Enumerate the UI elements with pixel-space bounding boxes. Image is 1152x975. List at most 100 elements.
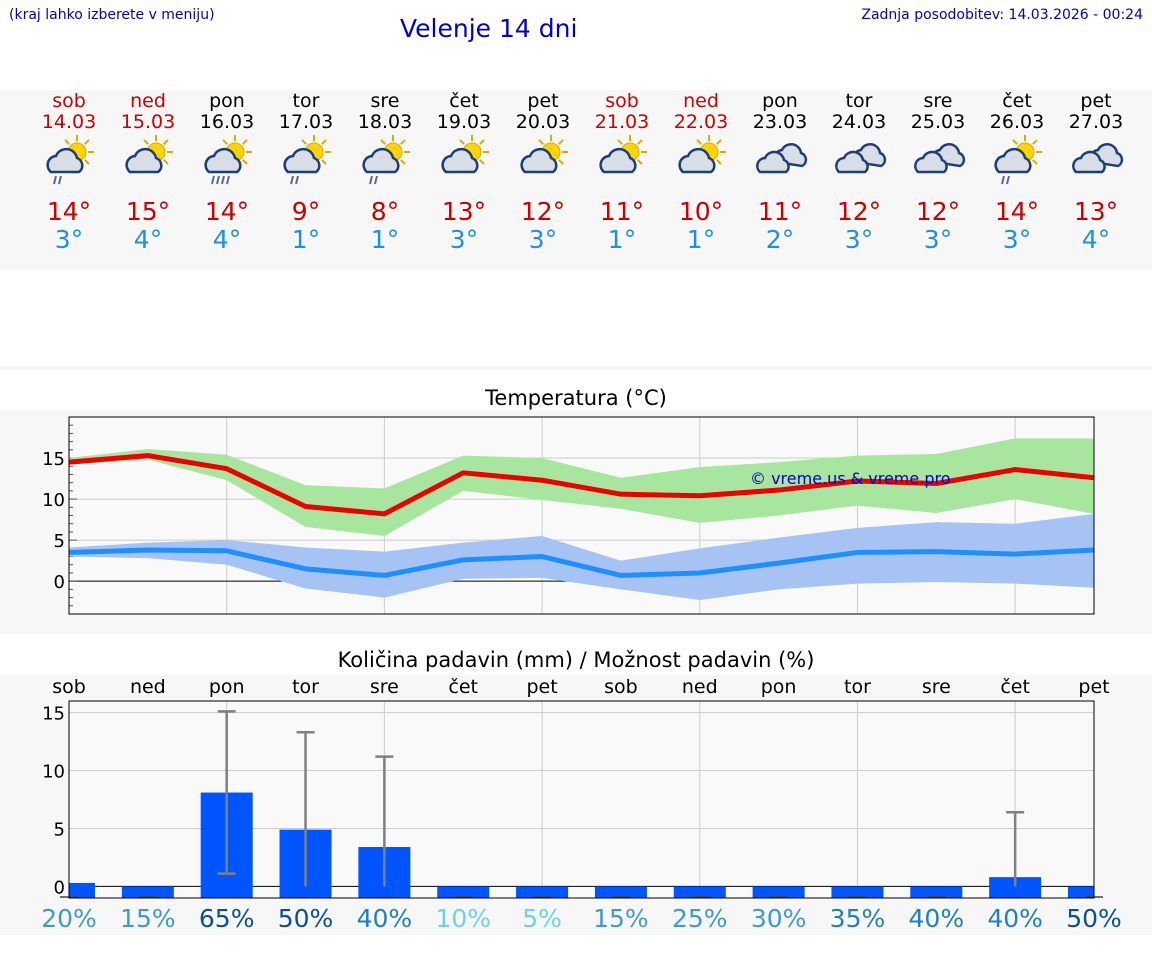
precipitation-bar [516,886,569,898]
sun-cloud-rain-icon [280,135,334,192]
precipitation-chance-label: 40% [357,904,413,933]
max-temperature: 12° [836,197,882,226]
max-temperature: 14° [994,197,1040,226]
min-temperature: 3° [528,225,558,254]
day-name: pon [209,90,245,112]
precipitation-chance-label: 50% [278,904,334,933]
last-updated: Zadnja posodobitev: 14.03.2026 - 00:24 [861,7,1143,23]
precipitation-chance-label: 50% [1066,904,1122,933]
watermark-text: © vreme.us & vreme.pro [750,469,951,488]
precipitation-category-label: sob [604,676,638,698]
day-name: sob [605,90,639,112]
min-temperature: 4° [133,225,163,254]
precipitation-bar [594,886,647,898]
precipitation-bar [673,886,726,898]
temperature-ytick-label: 15 [42,449,65,470]
precipitation-category-label: čet [1000,676,1030,698]
day-date: 18.03 [357,111,413,133]
min-temperature: 3° [844,225,874,254]
day-name: pon [762,90,798,112]
max-temperature: 14° [204,197,250,226]
max-temperature: 14° [46,197,92,226]
precipitation-category-label: sre [922,676,951,698]
day-name: ned [130,90,166,112]
precipitation-ytick-label: 15 [42,704,65,725]
precipitation-bar [69,882,95,898]
min-temperature: 1° [291,225,321,254]
sun-cloud-heavy-rain-icon [201,135,255,192]
day-name: pet [527,90,559,112]
min-temperature: 3° [54,225,84,254]
sun-cloud-icon [517,135,571,192]
precipitation-chart-title: Količina padavin (mm) / Možnost padavin … [337,648,815,672]
rain-part [290,175,299,185]
precipitation-bar [910,886,963,898]
precipitation-bar [1068,886,1094,898]
day-name: sre [370,90,400,112]
min-temperature: 2° [765,225,795,254]
precipitation-category-label: pet [1078,676,1109,698]
rain-part [211,175,230,185]
precipitation-bar [752,886,805,898]
daily-forecast-strip: sob 14.03 14° 3° ned 15.03 15° 4° pon 16.0… [0,90,1152,270]
precipitation-category-label: pon [209,676,245,698]
cloud-icon [1070,138,1124,192]
max-temperature: 15° [125,197,171,226]
precipitation-chance-label: 10% [435,904,491,933]
cloud-icon [912,138,966,192]
precipitation-ytick-label: 5 [54,819,65,840]
max-temperature: 13° [1073,197,1119,226]
day-date: 23.03 [752,111,808,133]
precipitation-category-label: tor [292,676,319,698]
precipitation-chance-label: 35% [830,904,886,933]
precipitation-category-label: čet [448,676,478,698]
day-date: 17.03 [278,111,334,133]
min-temperature: 3° [449,225,479,254]
temperature-ytick-label: 5 [54,531,65,552]
sun-cloud-rain-icon [43,135,97,192]
precipitation-bar [831,886,884,898]
rain-part [53,175,62,185]
day-name: čet [1002,90,1032,112]
precipitation-ytick-label: 0 [54,877,65,898]
day-name: čet [449,90,479,112]
sun-cloud-rain-icon [991,135,1045,192]
day-date: 19.03 [436,111,492,133]
min-temperature: 4° [212,225,242,254]
precipitation-bar [437,886,490,898]
max-temperature: 13° [441,197,487,226]
day-date: 25.03 [910,111,966,133]
cloud-icon [833,138,887,192]
temperature-ytick-label: 0 [54,572,65,593]
min-temperature: 4° [1081,225,1111,254]
sun-cloud-icon [438,135,492,192]
max-temperature: 12° [520,197,566,226]
temperature-plot-border [68,416,1095,615]
precipitation-chance-label: 30% [751,904,807,933]
day-name: sob [52,90,86,112]
min-temperature: 1° [607,225,637,254]
day-date: 21.03 [594,111,650,133]
day-date: 27.03 [1068,111,1124,133]
sun-cloud-rain-icon [359,135,413,192]
min-temperature-band [69,513,1094,601]
precipitation-category-label: pet [526,676,557,698]
sun-cloud-icon [596,135,650,192]
max-temperature-line [68,453,1095,517]
max-temperature: 11° [757,197,803,226]
precipitation-bar [989,877,1042,898]
location-hint: (kraj lahko izberete v meniju) [9,7,215,23]
day-date: 15.03 [120,111,176,133]
sun-cloud-icon [675,135,729,192]
temperature-ytick-label: 10 [42,490,65,511]
precipitation-chance-label: 65% [199,904,255,933]
precipitation-chance-label: 5% [522,904,562,933]
precipitation-category-label: pon [761,676,797,698]
precipitation-chance-label: 40% [987,904,1043,933]
min-temperature-line [68,547,1095,578]
rain-part [1001,175,1010,185]
day-name: ned [683,90,719,112]
separator [0,366,1152,370]
precipitation-category-label: ned [130,676,166,698]
